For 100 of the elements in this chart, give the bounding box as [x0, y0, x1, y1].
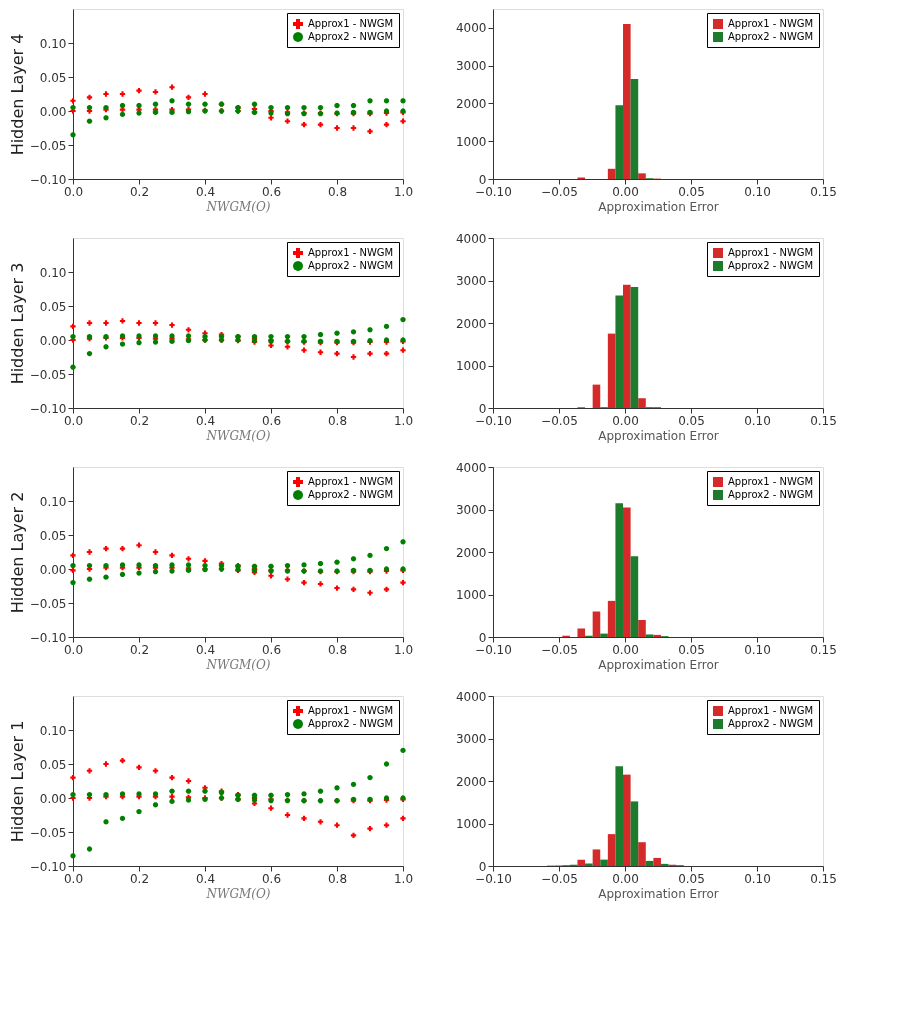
- x-tick-label: 1.0: [393, 413, 414, 428]
- x-tick-label: 0.00: [612, 871, 639, 886]
- y-tick-label: 0.00: [39, 562, 67, 577]
- x-tick-label: 0.00: [612, 184, 639, 199]
- x-tick-label: 0.8: [327, 871, 348, 886]
- x-tick-label: 0.2: [129, 871, 150, 886]
- y-tick-label: 0.10: [39, 265, 67, 280]
- x-tick-label: 0.6: [261, 184, 282, 199]
- x-tick-label: 0.05: [678, 413, 705, 428]
- x-tick-label: 0.15: [810, 413, 837, 428]
- x-tick-label: 0.00: [612, 413, 639, 428]
- y-tick-label: 1000: [455, 817, 487, 831]
- legend-label: Approx1 - NWGM: [308, 476, 394, 487]
- y-tick-label: 0.10: [39, 36, 67, 51]
- y-tick-label: 3000: [455, 732, 487, 746]
- y-tick-label: −0.05: [29, 596, 67, 611]
- y-tick-label: −0.10: [29, 630, 67, 645]
- y-tick-label: 2000: [455, 316, 487, 331]
- legend-label: Approx1 - NWGM: [308, 18, 394, 29]
- y-axis-title: Hidden Layer 4: [7, 33, 27, 156]
- legend-label: Approx2 - NWGM: [308, 31, 394, 42]
- y-tick-label: 2000: [455, 774, 487, 789]
- x-tick-label: 0.2: [129, 642, 150, 657]
- x-tick-label: 0.4: [195, 871, 216, 886]
- x-tick-label: 0.05: [678, 184, 705, 199]
- x-axis-title: NWGM(O): [205, 428, 271, 443]
- x-tick-label: 0.8: [327, 642, 348, 657]
- x-tick-label: 1.0: [393, 642, 414, 657]
- x-tick-label: 0.15: [810, 184, 837, 199]
- y-axis-title: Hidden Layer 1: [7, 720, 27, 843]
- x-axis-title: NWGM(O): [205, 199, 271, 214]
- x-tick-label: 0.4: [195, 184, 216, 199]
- x-tick-label: 0.15: [810, 642, 837, 657]
- x-tick-label: 0.0: [63, 413, 84, 428]
- legend-label: Approx1 - NWGM: [728, 247, 814, 258]
- x-tick-label: −0.05: [541, 871, 578, 886]
- x-tick-label: 0.10: [744, 184, 771, 199]
- x-tick-label: 0.10: [744, 413, 771, 428]
- y-tick-label: 1000: [455, 134, 487, 149]
- y-tick-label: 3000: [455, 503, 487, 517]
- y-tick-label: 0.00: [39, 333, 67, 348]
- y-tick-label: 1000: [455, 588, 487, 602]
- legend-label: Approx1 - NWGM: [308, 705, 394, 716]
- x-tick-label: −0.05: [541, 642, 578, 657]
- y-tick-label: −0.05: [29, 367, 67, 382]
- x-tick-label: 0.4: [195, 413, 216, 428]
- y-axis-title: Hidden Layer 3: [7, 262, 27, 385]
- legend-label: Approx1 - NWGM: [308, 247, 394, 258]
- legend-label: Approx2 - NWGM: [308, 489, 394, 500]
- legend-label: Approx1 - NWGM: [728, 18, 814, 29]
- legend-label: Approx2 - NWGM: [728, 718, 814, 729]
- y-tick-label: 3000: [455, 59, 487, 74]
- y-tick-label: 4000: [455, 460, 487, 475]
- y-tick-label: 0.00: [39, 791, 67, 806]
- y-tick-label: 0: [478, 172, 487, 187]
- y-tick-label: −0.10: [29, 172, 67, 187]
- y-tick-label: 1000: [455, 359, 487, 373]
- y-tick-label: 4000: [455, 689, 487, 704]
- legend-label: Approx1 - NWGM: [728, 705, 814, 716]
- x-axis-title: Approximation Error: [598, 199, 719, 214]
- x-tick-label: 0.6: [261, 413, 282, 428]
- legend-label: Approx2 - NWGM: [728, 260, 814, 271]
- x-tick-label: 0.2: [129, 184, 150, 199]
- x-tick-label: 0.05: [678, 642, 705, 657]
- x-tick-label: 1.0: [393, 871, 414, 886]
- y-tick-label: 0.10: [39, 494, 67, 509]
- y-tick-label: 0: [478, 859, 487, 874]
- x-tick-label: 0.10: [744, 871, 771, 886]
- y-tick-label: 3000: [455, 274, 487, 288]
- y-tick-label: 0.00: [39, 104, 67, 119]
- y-tick-label: 2000: [455, 96, 487, 111]
- y-tick-label: −0.10: [29, 859, 67, 874]
- x-axis-title: Approximation Error: [598, 886, 719, 901]
- y-tick-label: 0.05: [39, 70, 67, 85]
- x-tick-label: 0.0: [63, 871, 84, 886]
- legend-label: Approx2 - NWGM: [308, 260, 394, 271]
- x-tick-label: 0.05: [678, 871, 705, 886]
- y-tick-label: 4000: [455, 231, 487, 246]
- x-tick-label: 0.15: [810, 871, 837, 886]
- legend-label: Approx2 - NWGM: [308, 718, 394, 729]
- y-tick-label: 0.10: [39, 723, 67, 738]
- y-axis-title: Hidden Layer 2: [7, 491, 27, 614]
- y-tick-label: 0: [478, 401, 487, 416]
- legend-label: Approx2 - NWGM: [728, 31, 814, 42]
- legend-label: Approx1 - NWGM: [728, 476, 814, 487]
- x-tick-label: 0.00: [612, 642, 639, 657]
- x-tick-label: −0.05: [541, 413, 578, 428]
- legend-label: Approx2 - NWGM: [728, 489, 814, 500]
- y-tick-label: 0.05: [39, 757, 67, 772]
- x-axis-title: Approximation Error: [598, 657, 719, 672]
- x-tick-label: 0.6: [261, 642, 282, 657]
- y-tick-label: 0.05: [39, 299, 67, 314]
- x-tick-label: 0.2: [129, 413, 150, 428]
- x-tick-label: 0.10: [744, 642, 771, 657]
- x-tick-label: 0.0: [63, 642, 84, 657]
- x-tick-label: 0.4: [195, 642, 216, 657]
- y-tick-label: 0: [478, 630, 487, 645]
- x-tick-label: 1.0: [393, 184, 414, 199]
- x-tick-label: 0.6: [261, 871, 282, 886]
- y-tick-label: −0.05: [29, 138, 67, 153]
